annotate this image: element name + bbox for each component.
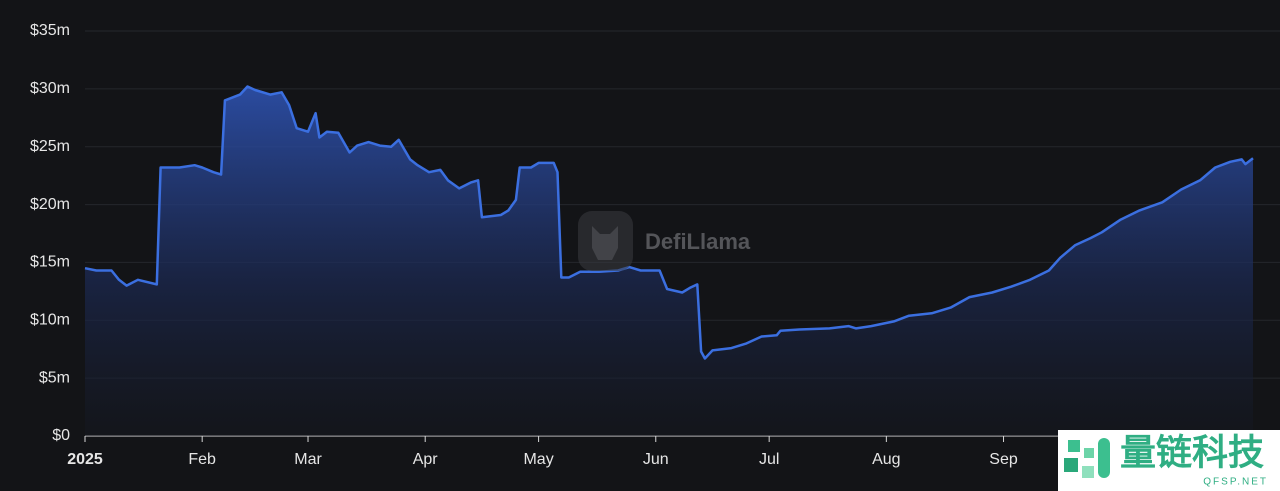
y-tick-label: $20m [30,196,70,213]
overlay-logo [1068,440,1080,452]
y-tick-label: $35m [30,22,70,39]
watermark-logo-glyph [592,226,618,260]
y-tick-label: $5m [39,369,70,386]
area [85,86,1253,436]
x-tick-label: Jun [643,451,669,468]
x-tick-label: Mar [294,451,322,468]
overlay-bg [1058,430,1280,491]
x-tick-label: 2025 [67,451,103,468]
overlay-logo [1082,466,1094,478]
overlay-watermark: 量链科技 QFSP.NET [1058,430,1280,491]
overlay-title: 量链科技 [1120,432,1264,473]
marks [84,85,1254,436]
overlay-logo [1084,448,1094,458]
overlay-logo [1098,438,1110,478]
y-tick-label: $15m [30,254,70,271]
watermark-text: DefiLlama [645,229,751,254]
x-tick-label: May [523,451,553,468]
y-tick-label: $10m [30,312,70,329]
overlay-logo [1064,458,1078,472]
y-tick-label: $25m [30,138,70,155]
x-tick-label: Feb [188,451,216,468]
watermark: DefiLlama [578,211,751,271]
x-tick-label: Aug [872,451,900,468]
y-tick-label: $30m [30,80,70,97]
x-tick-label: Jul [759,451,779,468]
x-tick-label: Apr [413,451,439,468]
y-tick-label: $0 [52,427,70,444]
overlay-subtitle: QFSP.NET [1203,477,1268,488]
x-tick-label: Sep [989,451,1018,468]
line [84,85,1254,360]
